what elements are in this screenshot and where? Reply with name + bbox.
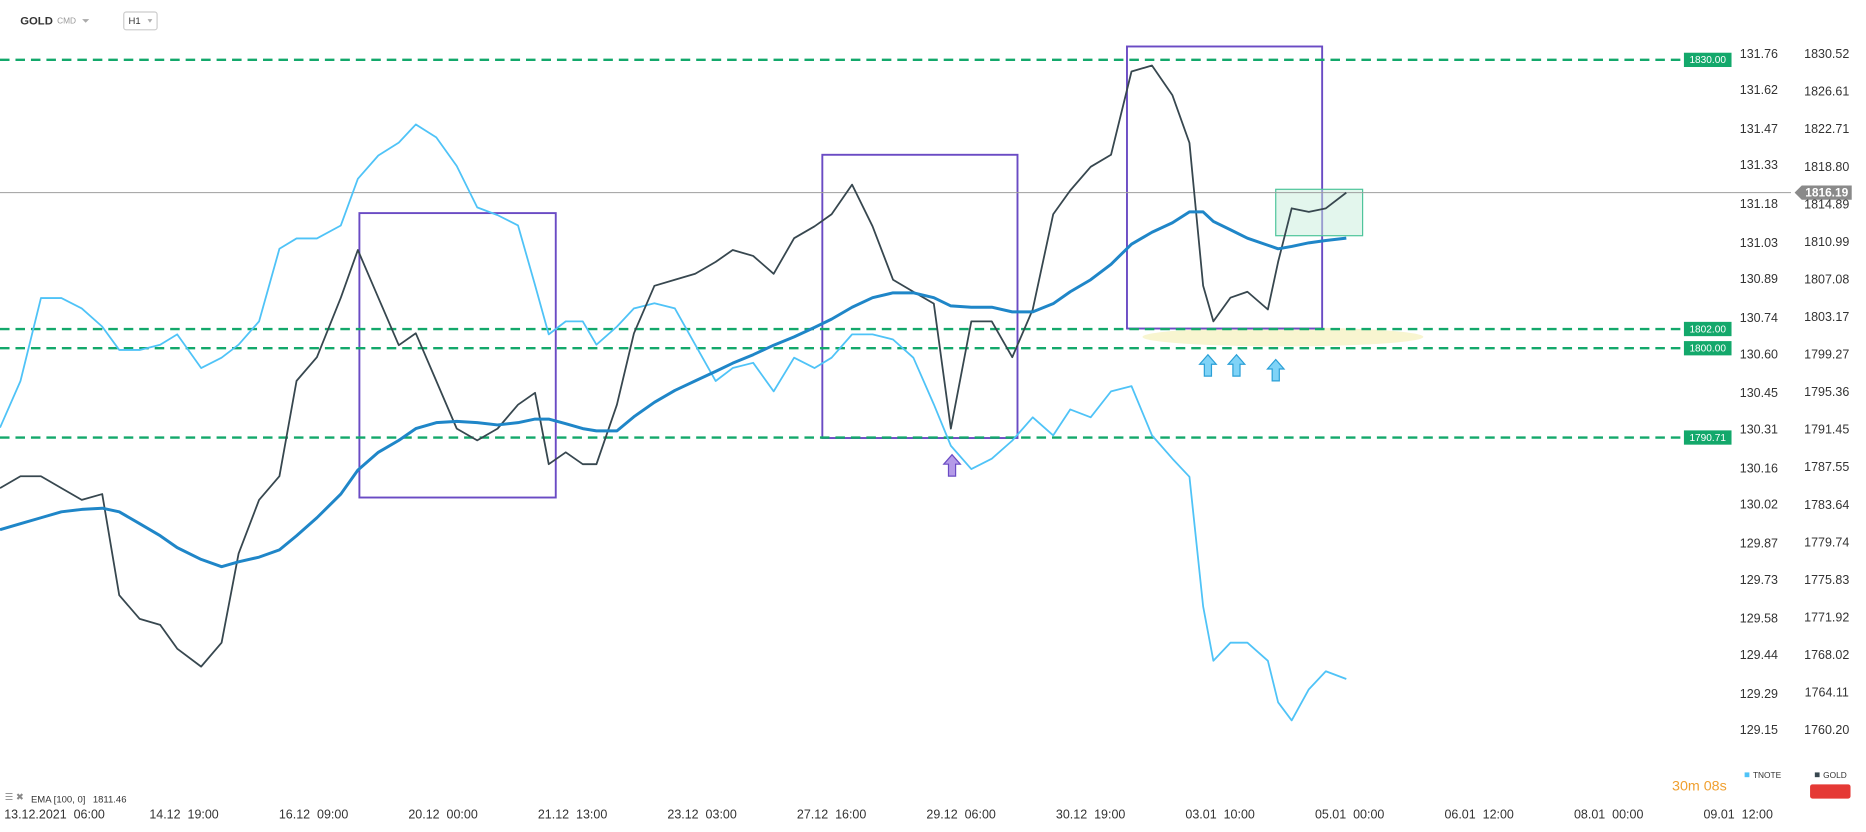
current-box: [1275, 188, 1364, 237]
level-label: 1790.71: [1689, 433, 1726, 444]
level-label: 1800.00: [1689, 343, 1726, 354]
timer: 30m 08s: [1672, 778, 1727, 794]
interval-box[interactable]: [123, 11, 158, 31]
level-label: 1830.00: [1689, 55, 1726, 66]
y-tick-label: 1779.74: [1804, 535, 1849, 549]
y-tick-label: 1814.89: [1804, 197, 1849, 211]
y-tick-label: 1822.71: [1804, 122, 1849, 136]
x-tick-label: 16.12 09:00: [279, 808, 348, 822]
x-tick-label: 08.01 00:00: [1574, 808, 1643, 822]
x-tick-label: 30.12 19:00: [1056, 808, 1125, 822]
x-tick-label: 21.12 13:00: [538, 808, 607, 822]
y-tick-label: 1826.61: [1804, 85, 1849, 99]
legend-swatch: [1814, 772, 1820, 778]
last-price-label: 1816.19: [1805, 185, 1848, 199]
legend-swatch: [1744, 772, 1750, 778]
y-tick-label: 1783.64: [1804, 498, 1849, 512]
y2-tick-label: 131.03: [1740, 236, 1778, 250]
y2-tick-label: 131.47: [1740, 122, 1778, 136]
level-tag: [1683, 321, 1732, 337]
y2-tick-label: 130.45: [1740, 386, 1778, 400]
y2-tick-label: 131.18: [1740, 197, 1778, 211]
y2-tick-label: 131.33: [1740, 158, 1778, 172]
arrow-up: [1198, 353, 1218, 377]
x-tick-label: 09.01 12:00: [1703, 808, 1772, 822]
y-tick-label: 1807.08: [1804, 272, 1849, 286]
y2-tick-label: 131.62: [1740, 83, 1778, 97]
series-line: [0, 64, 1347, 668]
x-tick-label: 27.12 16:00: [797, 808, 866, 822]
icons[interactable]: ☰ ✖: [5, 792, 24, 803]
range-box: [1126, 45, 1324, 330]
arrows: [942, 353, 1286, 477]
plot: 1830.00 1802.00 1800.00 1790.71: [0, 52, 1792, 722]
y-tick-label: 1771.92: [1804, 610, 1849, 624]
y2-tick-label: 130.02: [1740, 498, 1778, 512]
market: CMD: [57, 16, 76, 26]
y2-tick-label: 130.89: [1740, 272, 1778, 286]
level-tag: [1683, 341, 1732, 356]
x-tick-label: 29.12 06:00: [926, 808, 995, 822]
arrow-up: [942, 453, 962, 477]
y-tick-label: 1830.52: [1804, 47, 1849, 61]
ema-value: 1811.46: [93, 794, 127, 805]
y2-tick-label: 130.74: [1740, 311, 1778, 325]
series-line: [0, 123, 1347, 722]
x-tick-label: 03.01 10:00: [1185, 808, 1254, 822]
interval-icon[interactable]: [147, 19, 153, 23]
y2-tick-label: 129.44: [1740, 648, 1778, 662]
level-label: 1802.00: [1689, 324, 1726, 335]
y-tick-label: 1791.45: [1804, 423, 1849, 437]
arrow-up: [1266, 358, 1286, 382]
y2-tick-label: 129.29: [1740, 687, 1778, 701]
x-tick-label: 23.12 03:00: [667, 808, 736, 822]
x-tick-label: 13.12.2021 06:00: [4, 808, 105, 822]
ema-label: EMA [100, 0]: [31, 794, 85, 805]
last-price-tag: [1794, 185, 1852, 200]
y-tick-label: 1775.83: [1804, 573, 1849, 587]
y-tick-label: 1795.36: [1804, 385, 1849, 399]
y-tick-label: 1810.99: [1804, 235, 1849, 249]
y2-tick-label: 131.76: [1740, 47, 1778, 61]
x-tick-label: 20.12 00:00: [408, 808, 477, 822]
y-tick-label: 1803.17: [1804, 310, 1849, 324]
y-tick-label: 1787.55: [1804, 460, 1849, 474]
y-tick-label: 1818.80: [1804, 160, 1849, 174]
x-tick-label: 05.01 00:00: [1315, 808, 1384, 822]
support-zone: [1142, 327, 1424, 347]
legend-label: GOLD: [1823, 770, 1847, 780]
series-line: [0, 210, 1347, 569]
y2-tick-label: 129.87: [1740, 537, 1778, 551]
arrow-up: [1226, 353, 1247, 377]
y2-tick-label: 129.15: [1740, 723, 1778, 737]
y2-tick-label: 129.58: [1740, 612, 1778, 626]
y-tick-label: 1764.11: [1805, 686, 1849, 700]
symbol[interactable]: GOLD: [20, 15, 53, 27]
x-tick-label: 14.12 19:00: [149, 808, 218, 822]
y2-tick-label: 130.31: [1740, 423, 1778, 437]
y2-tick-label: 129.73: [1740, 573, 1778, 587]
y2-tick-label: 130.60: [1740, 347, 1778, 361]
status-badge[interactable]: [1810, 784, 1851, 799]
level-tag: [1683, 430, 1732, 445]
y-tick-label: 1768.02: [1804, 648, 1849, 662]
x-tick-label: 06.01 12:00: [1444, 808, 1513, 822]
y-tick-label: 1760.20: [1804, 723, 1849, 737]
legend-label: TNOTE: [1753, 770, 1782, 780]
y-tick-label: 1799.27: [1804, 348, 1849, 362]
dropdown-icon[interactable]: [82, 19, 90, 23]
range-box: [358, 212, 557, 499]
interval[interactable]: H1: [129, 16, 141, 27]
level-tag: [1683, 52, 1732, 68]
y2-tick-label: 130.16: [1740, 461, 1778, 475]
